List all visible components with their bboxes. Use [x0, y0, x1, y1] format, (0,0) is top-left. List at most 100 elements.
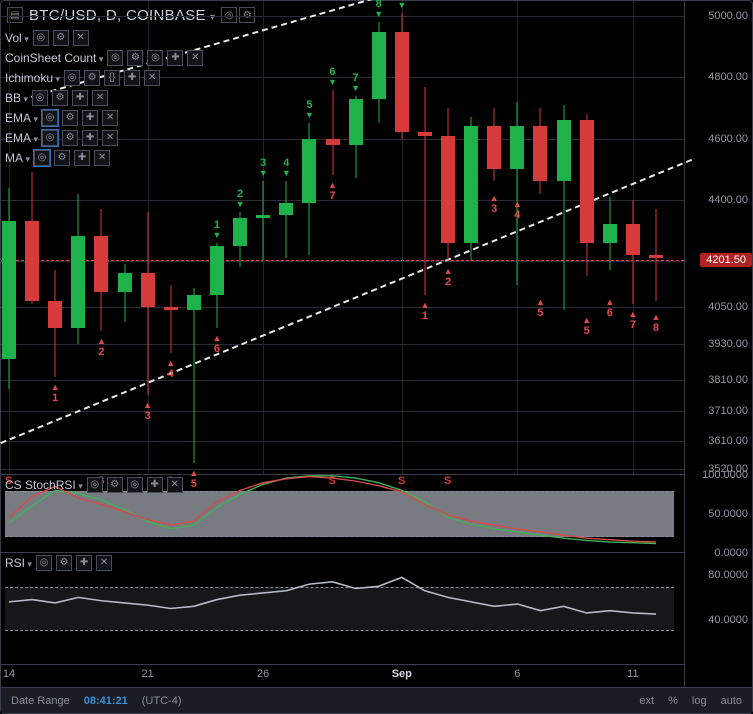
indicator-icon[interactable]: ⚙: [56, 555, 72, 571]
count-marker-down: ▲2: [444, 267, 453, 288]
indicator-icon[interactable]: ✚: [72, 90, 88, 106]
count-marker-down: ▲8: [652, 313, 661, 334]
indicator-icon[interactable]: ✚: [124, 70, 140, 86]
count-marker-up: 3▼: [259, 157, 268, 178]
indicator-icon[interactable]: ✚: [147, 477, 163, 493]
count-marker-down: ▲7: [328, 181, 337, 202]
footer-ext[interactable]: ext: [639, 695, 654, 707]
indicator-icon[interactable]: ◎: [34, 150, 50, 166]
indicator-icon[interactable]: ✕: [187, 50, 203, 66]
indicator-icon[interactable]: ◎: [107, 50, 123, 66]
indicator-icon[interactable]: ⚙: [52, 90, 68, 106]
indicator-icon[interactable]: ✚: [74, 150, 90, 166]
count-marker-down: ▲1: [51, 383, 60, 404]
grid-line: [1, 411, 684, 412]
indicator-icon[interactable]: ✕: [73, 30, 89, 46]
count-marker-up: 9▼: [397, 0, 406, 10]
price-tick-label: 4050.00: [708, 301, 748, 313]
rsi-axis[interactable]: 80.000040.0000: [684, 553, 752, 665]
indicator-icon[interactable]: ✕: [96, 555, 112, 571]
rsi-legend: RSI ◎⚙✚✕: [5, 555, 112, 571]
rsi-name[interactable]: RSI: [5, 556, 32, 570]
count-marker-up: 6▼: [328, 66, 337, 87]
footer-percent[interactable]: %: [668, 695, 678, 707]
indicator-icon[interactable]: ◎: [42, 110, 58, 126]
indicator-icon[interactable]: ✚: [167, 50, 183, 66]
indicator-icon[interactable]: ✚: [82, 110, 98, 126]
price-tick-label: 3930.00: [708, 338, 748, 350]
footer-log[interactable]: log: [692, 695, 707, 707]
indicator-icon[interactable]: ⚙: [53, 30, 69, 46]
indicator-icon[interactable]: ⚙: [107, 477, 123, 493]
count-marker-down: ▲5: [582, 316, 591, 337]
indicator-icon[interactable]: ✕: [102, 110, 118, 126]
indicator-icon[interactable]: ✕: [167, 477, 183, 493]
footer-auto[interactable]: auto: [721, 695, 742, 707]
stoch-name[interactable]: CS StochRSI: [5, 478, 83, 492]
timezone-label[interactable]: (UTC-4): [142, 695, 182, 707]
indicator-name[interactable]: Vol: [5, 31, 29, 45]
indicator-name[interactable]: MA: [5, 151, 30, 165]
indicator-row: Vol ◎⚙✕: [5, 29, 203, 47]
indicator-icon[interactable]: ✕: [102, 130, 118, 146]
clock-time: 08:41:21: [84, 695, 128, 707]
indicator-icon[interactable]: ◎: [33, 30, 49, 46]
count-marker-down: ▲1: [420, 301, 429, 322]
price-axis[interactable]: 5000.004800.004600.004400.004200.004050.…: [684, 1, 752, 475]
indicator-icon[interactable]: ✕: [92, 90, 108, 106]
indicator-icon[interactable]: {}: [104, 70, 120, 86]
count-marker-down: ▲4: [166, 359, 175, 380]
time-tick-label: 11: [627, 668, 638, 680]
indicator-icon[interactable]: ⚙: [84, 70, 100, 86]
indicator-icon[interactable]: ◎: [147, 50, 163, 66]
date-range-button[interactable]: Date Range: [11, 695, 70, 707]
price-tick-label: 4800.00: [708, 71, 748, 83]
count-marker-down: ▲7: [628, 310, 637, 331]
price-tick-label: 3610.00: [708, 435, 748, 447]
count-marker-up: 4▼: [282, 157, 291, 178]
indicator-row: EMA ◎⚙✚✕: [5, 129, 203, 147]
indicator-icon[interactable]: ⚙: [62, 130, 78, 146]
indicator-name[interactable]: Ichimoku: [5, 71, 60, 85]
rsi-pane[interactable]: RSI ◎⚙✚✕: [1, 553, 684, 665]
indicator-icon[interactable]: ◎: [127, 477, 143, 493]
axis-corner: [684, 665, 752, 687]
time-tick-label: 26: [257, 668, 269, 680]
stoch-s-marker: S: [329, 475, 336, 487]
count-marker-up: 8▼: [374, 0, 383, 19]
indicator-icon[interactable]: ⚙: [62, 110, 78, 126]
count-marker-down: ▲6: [212, 334, 221, 355]
indicator-icon[interactable]: ◎: [87, 477, 103, 493]
grid-line: [1, 380, 684, 381]
indicator-icon[interactable]: ⚙: [127, 50, 143, 66]
time-axis[interactable]: 142126Sep611: [1, 665, 684, 687]
price-tick-label: 4600.00: [708, 133, 748, 145]
count-marker-down: ▲5: [536, 298, 545, 319]
count-marker-up: 1▼: [212, 219, 221, 240]
time-tick-label: 14: [3, 668, 15, 680]
stoch-rsi-pane[interactable]: CS StochRSI◎⚙◎✚✕SSSSSS: [1, 475, 684, 553]
indicator-icon[interactable]: ⚙: [54, 150, 70, 166]
indicator-icon[interactable]: ✕: [94, 150, 110, 166]
indicator-name[interactable]: CoinSheet Count: [5, 51, 103, 65]
indicator-icon[interactable]: ◎: [64, 70, 80, 86]
indicator-icon[interactable]: ✚: [76, 555, 92, 571]
count-marker-down: ▲3: [490, 194, 499, 215]
indicator-name[interactable]: BB: [5, 91, 28, 105]
indicator-icon[interactable]: ◎: [32, 90, 48, 106]
indicator-name[interactable]: EMA: [5, 111, 38, 125]
count-marker-down: ▲4: [513, 200, 522, 221]
grid-line: [1, 307, 684, 308]
stoch-axis[interactable]: 100.000050.00000.0000: [684, 475, 752, 553]
indicator-icon[interactable]: ◎: [42, 130, 58, 146]
stoch-tick-label: 100.0000: [702, 469, 748, 481]
count-marker-up: 7▼: [351, 72, 360, 93]
indicator-legend: Vol◎⚙✕CoinSheet Count◎⚙◎✚✕Ichimoku◎⚙{}✚✕…: [5, 29, 203, 167]
stoch-s-marker: S: [444, 475, 451, 487]
count-marker-up: 2▼: [236, 188, 245, 209]
indicator-name[interactable]: EMA: [5, 131, 38, 145]
count-marker-down: ▲2: [97, 337, 106, 358]
indicator-icon[interactable]: ◎: [36, 555, 52, 571]
indicator-icon[interactable]: ✕: [144, 70, 160, 86]
indicator-icon[interactable]: ✚: [82, 130, 98, 146]
